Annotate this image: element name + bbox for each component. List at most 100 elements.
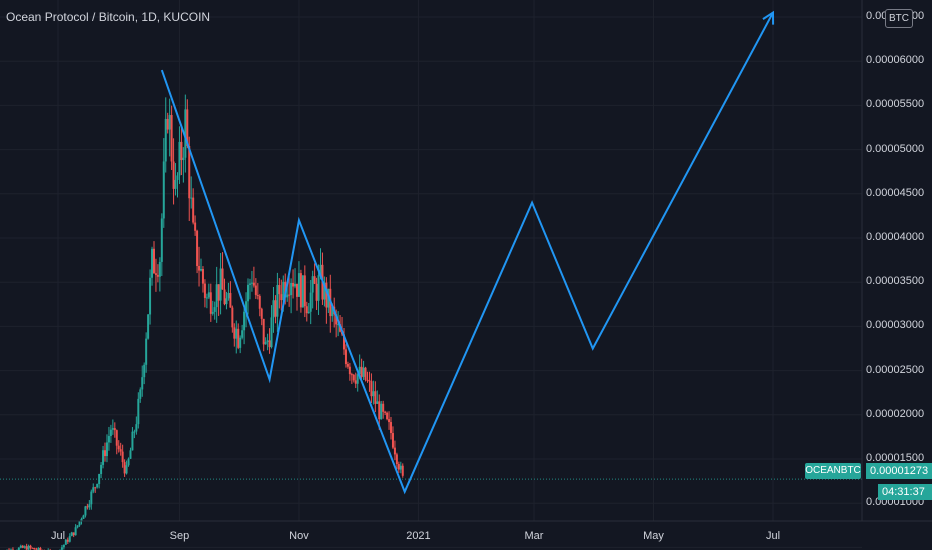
candle xyxy=(260,307,263,326)
candle xyxy=(129,447,132,459)
y-tick-label: 0.00006000 xyxy=(866,54,925,67)
candle xyxy=(190,176,193,209)
candle xyxy=(149,269,152,325)
grid xyxy=(0,0,862,548)
candle xyxy=(76,525,79,529)
candle xyxy=(311,270,314,309)
x-tick-label: May xyxy=(643,530,664,542)
candle xyxy=(301,275,304,308)
candle xyxy=(154,258,157,292)
candle xyxy=(294,268,297,289)
y-tick-label: 0.00002500 xyxy=(866,363,925,376)
candle xyxy=(397,461,400,473)
candle xyxy=(297,261,300,297)
y-tick-label: 0.00005000 xyxy=(866,142,925,155)
candle xyxy=(272,287,275,333)
candle xyxy=(125,460,128,475)
candle xyxy=(307,303,310,314)
candle xyxy=(158,257,161,292)
candle xyxy=(264,337,267,345)
candle xyxy=(368,371,371,392)
x-tick-label: Jul xyxy=(765,530,781,542)
candle xyxy=(151,246,154,286)
candle xyxy=(225,291,228,310)
candle xyxy=(164,97,167,173)
candle xyxy=(325,277,328,324)
candle xyxy=(70,531,73,537)
y-tick-label: 0.00003000 xyxy=(866,319,925,332)
candle xyxy=(194,215,197,236)
candle xyxy=(156,264,159,283)
candle xyxy=(305,301,308,322)
candle xyxy=(19,544,22,549)
candle xyxy=(299,269,302,313)
candle xyxy=(105,434,108,463)
candle xyxy=(215,266,218,323)
candle xyxy=(111,419,114,435)
candle xyxy=(217,284,220,316)
projection-drawing[interactable] xyxy=(160,10,775,495)
candle xyxy=(382,400,385,419)
candle xyxy=(360,358,363,379)
candle xyxy=(205,293,208,309)
candle xyxy=(391,426,394,450)
candle xyxy=(374,381,377,413)
candle xyxy=(88,500,91,510)
symbol-badge: OCEANBTC xyxy=(805,463,861,479)
candle xyxy=(213,301,216,320)
candle xyxy=(152,241,155,274)
projection-path[interactable] xyxy=(160,12,774,495)
candle xyxy=(33,547,36,550)
candle xyxy=(160,213,163,276)
candle xyxy=(82,514,85,519)
candle xyxy=(221,252,224,290)
candle xyxy=(86,503,89,510)
candle xyxy=(113,422,116,438)
candle xyxy=(192,188,195,225)
candle xyxy=(227,282,230,301)
candle xyxy=(109,424,112,443)
candle xyxy=(31,547,34,549)
candle xyxy=(121,444,124,468)
candle xyxy=(17,547,20,550)
candle xyxy=(350,372,353,384)
candle xyxy=(198,246,201,287)
candle xyxy=(62,544,65,550)
candle xyxy=(309,279,312,325)
candle xyxy=(162,138,165,228)
candle xyxy=(380,400,383,420)
candle xyxy=(172,138,175,205)
candle xyxy=(241,324,244,340)
candle xyxy=(235,320,238,354)
candle xyxy=(209,283,212,322)
candle xyxy=(139,387,142,403)
currency-badge[interactable]: BTC xyxy=(885,9,913,28)
candle xyxy=(352,373,355,383)
candle xyxy=(203,279,206,308)
candle xyxy=(258,294,261,317)
candle xyxy=(68,533,71,543)
candle xyxy=(376,390,379,404)
y-tick-label: 0.00004500 xyxy=(866,186,925,199)
y-tick-label: 0.00004000 xyxy=(866,231,925,243)
candle xyxy=(290,278,293,314)
candle xyxy=(229,281,232,308)
candle xyxy=(346,361,349,369)
candle xyxy=(280,279,283,311)
candle xyxy=(47,548,49,550)
candle xyxy=(170,105,173,170)
candle xyxy=(270,305,273,349)
candle xyxy=(72,532,75,538)
candle xyxy=(243,306,246,345)
candle xyxy=(84,505,87,518)
candle xyxy=(292,269,295,299)
candle xyxy=(268,328,271,354)
candle xyxy=(166,112,169,134)
candle xyxy=(137,392,140,429)
y-tick-label: 0.00003500 xyxy=(866,275,925,288)
candle xyxy=(274,295,277,324)
candle xyxy=(237,323,240,350)
candle xyxy=(239,335,242,354)
chart-title: Ocean Protocol / Bitcoin, 1D, KUCOIN xyxy=(6,10,211,24)
